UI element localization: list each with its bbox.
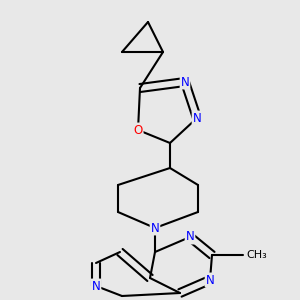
- Text: CH₃: CH₃: [246, 250, 267, 260]
- Text: N: N: [186, 230, 194, 244]
- Text: N: N: [193, 112, 201, 124]
- Text: N: N: [206, 274, 214, 286]
- Text: N: N: [151, 221, 159, 235]
- Text: N: N: [92, 280, 100, 292]
- Text: O: O: [134, 124, 142, 136]
- Text: N: N: [181, 76, 189, 88]
